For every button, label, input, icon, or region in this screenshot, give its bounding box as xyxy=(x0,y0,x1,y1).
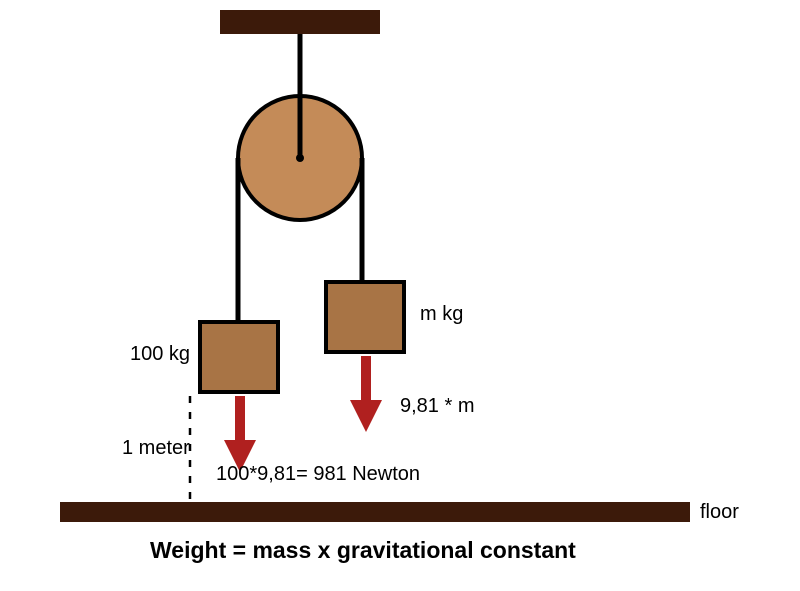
label-height: 1 meter xyxy=(122,437,190,459)
label-right-force: 9,81 * m xyxy=(400,395,474,417)
label-right-mass: m kg xyxy=(420,303,463,325)
label-formula: Weight = mass x gravitational constant xyxy=(150,537,576,563)
label-left-force: 100*9,81= 981 Newton xyxy=(216,463,420,485)
floor-bar xyxy=(60,502,690,522)
mass-box-left xyxy=(200,322,278,392)
ceiling-bar xyxy=(220,10,380,34)
label-left-mass: 100 kg xyxy=(130,343,190,365)
pulley-hub xyxy=(296,154,304,162)
mass-box-right xyxy=(326,282,404,352)
label-floor: floor xyxy=(700,501,739,523)
